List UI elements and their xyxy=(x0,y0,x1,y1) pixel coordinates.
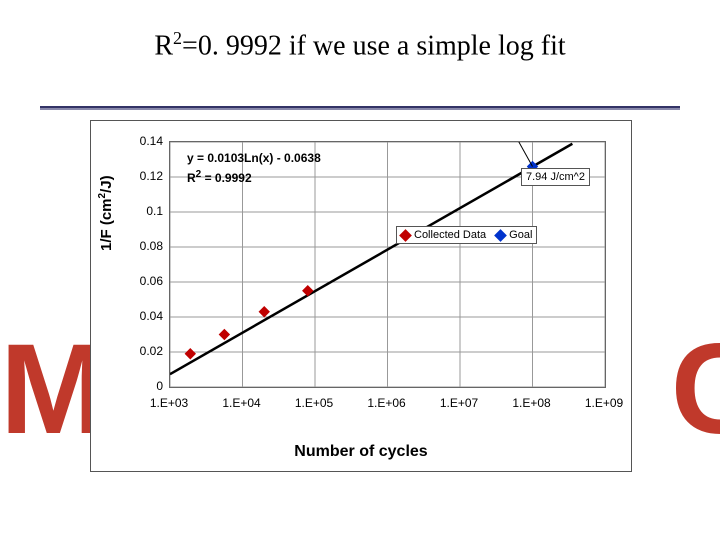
x-tick: 1.E+06 xyxy=(367,396,405,410)
legend-marker-goal xyxy=(494,229,507,242)
title-sup: 2 xyxy=(173,28,182,48)
legend-label-collected: Collected Data xyxy=(414,229,486,241)
x-tick: 1.E+05 xyxy=(295,396,333,410)
r-squared-label: R2 = 0.9992 xyxy=(187,169,252,185)
y-tick: 0.1 xyxy=(123,204,163,218)
goal-callout: 7.94 J/cm^2 xyxy=(521,168,590,186)
title-pre: R xyxy=(154,30,173,61)
page-title: R2=0. 9992 if we use a simple log fit xyxy=(0,28,720,62)
legend: Collected Data Goal xyxy=(396,226,537,244)
chart-container: 1/F (cm2/J) Number of cycles y = 0.0103L… xyxy=(90,120,632,472)
y-tick: 0.06 xyxy=(123,274,163,288)
x-tick: 1.E+03 xyxy=(150,396,188,410)
y-tick: 0.12 xyxy=(123,169,163,183)
y-tick: 0.14 xyxy=(123,134,163,148)
y-tick: 0.08 xyxy=(123,239,163,253)
legend-marker-collected xyxy=(399,229,412,242)
x-tick: 1.E+09 xyxy=(585,396,623,410)
title-post: =0. 9992 if we use a simple log fit xyxy=(182,30,566,61)
x-axis-label: Number of cycles xyxy=(91,443,631,461)
y-tick: 0.04 xyxy=(123,309,163,323)
y-axis-label: 1/F (cm2/J) xyxy=(97,175,115,251)
y-tick: 0.02 xyxy=(123,344,163,358)
legend-label-goal: Goal xyxy=(509,229,532,241)
y-tick: 0 xyxy=(123,379,163,393)
title-underline xyxy=(40,106,680,110)
x-tick: 1.E+07 xyxy=(440,396,478,410)
x-tick: 1.E+08 xyxy=(512,396,550,410)
fit-equation: y = 0.0103Ln(x) - 0.0638 xyxy=(187,151,321,165)
x-tick: 1.E+04 xyxy=(222,396,260,410)
